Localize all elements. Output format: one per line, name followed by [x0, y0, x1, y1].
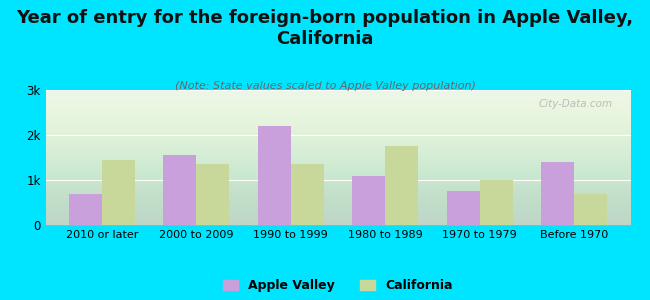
Text: (Note: State values scaled to Apple Valley population): (Note: State values scaled to Apple Vall… [175, 81, 475, 91]
Bar [69, 194, 102, 225]
Legend: Apple Valley, California: Apple Valley, California [218, 274, 458, 298]
Bar [447, 191, 480, 225]
Bar [196, 164, 229, 225]
Text: City-Data.com: City-Data.com [539, 99, 613, 110]
Bar [163, 155, 196, 225]
Bar [574, 194, 607, 225]
Text: Year of entry for the foreign-born population in Apple Valley,
California: Year of entry for the foreign-born popul… [16, 9, 634, 48]
Bar [291, 164, 324, 225]
Bar [102, 160, 135, 225]
Bar [352, 176, 385, 225]
Bar [480, 180, 513, 225]
Bar [541, 162, 574, 225]
Bar [258, 126, 291, 225]
Bar [385, 146, 418, 225]
